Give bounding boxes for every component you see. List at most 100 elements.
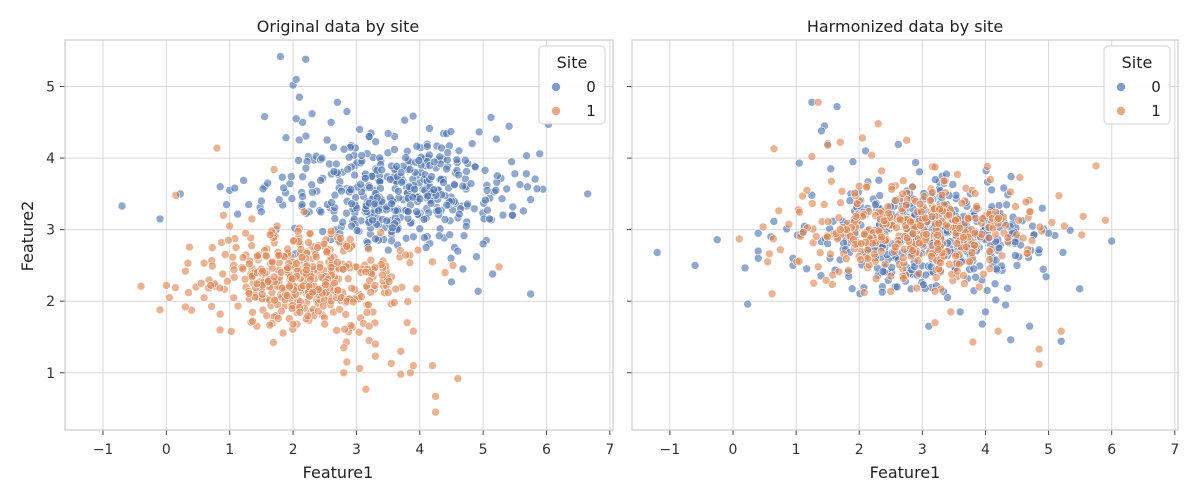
scatter-point-site-1 xyxy=(270,295,279,305)
scatter-point-site-1 xyxy=(342,242,352,251)
scatter-point-site-0 xyxy=(515,180,525,189)
y-tick-label: 4 xyxy=(46,151,55,167)
scatter-point-site-0 xyxy=(409,232,418,242)
scatter-point-site-0 xyxy=(955,307,965,317)
scatter-point-site-1 xyxy=(930,318,940,328)
scatter-point-site-0 xyxy=(257,207,266,216)
scatter-point-site-0 xyxy=(442,200,452,210)
legend: Site 0 1 xyxy=(1103,45,1171,125)
scatter-point-site-0 xyxy=(383,129,393,138)
scatter-point-site-1 xyxy=(868,239,877,248)
y-tick-label: 1 xyxy=(46,366,55,382)
x-tick-label: −1 xyxy=(93,442,114,458)
x-tick-label: 6 xyxy=(1107,442,1116,458)
scatter-point-site-0 xyxy=(414,156,424,165)
scatter-point-site-0 xyxy=(371,137,381,146)
scatter-point-site-1 xyxy=(440,268,450,277)
scatter-point-site-0 xyxy=(769,217,779,226)
scatter-point-site-1 xyxy=(957,198,967,208)
scatter-point-site-0 xyxy=(987,185,997,195)
scatter-point-site-1 xyxy=(248,307,257,317)
scatter-point-site-1 xyxy=(274,250,284,260)
scatter-point-site-0 xyxy=(530,174,540,184)
scatter-point-site-1 xyxy=(970,228,980,238)
legend-label-site-1: 1 xyxy=(586,102,596,120)
scatter-point-site-1 xyxy=(836,198,845,207)
scatter-point-site-1 xyxy=(285,281,294,291)
scatter-point-site-1 xyxy=(181,302,190,312)
scatter-point-site-1 xyxy=(898,253,908,263)
scatter-point-site-0 xyxy=(740,263,750,273)
legend-marker-site-1 xyxy=(551,106,561,116)
scatter-point-site-0 xyxy=(491,186,501,195)
scatter-point-site-1 xyxy=(247,214,257,224)
scatter-point-site-1 xyxy=(826,249,835,259)
scatter-point-site-1 xyxy=(765,249,774,259)
scatter-point-site-0 xyxy=(470,162,480,172)
scatter-point-site-1 xyxy=(835,225,845,234)
scatter-point-site-1 xyxy=(1077,230,1087,240)
scatter-point-site-1 xyxy=(886,287,896,296)
scatter-point-site-0 xyxy=(1025,321,1034,331)
scatter-point-site-0 xyxy=(423,191,432,201)
scatter-point-site-1 xyxy=(181,266,190,276)
scatter-point-site-1 xyxy=(850,188,860,198)
scatter-point-site-0 xyxy=(943,293,952,302)
scatter-point-site-1 xyxy=(269,338,278,347)
scatter-point-site-1 xyxy=(931,273,941,282)
legend-label-site-0: 0 xyxy=(1151,78,1161,96)
scatter-point-site-0 xyxy=(419,233,429,242)
scatter-point-site-1 xyxy=(282,291,292,301)
scatter-point-site-1 xyxy=(851,212,861,221)
scatter-point-site-0 xyxy=(294,156,303,165)
scatter-point-site-1 xyxy=(827,280,837,289)
scatter-point-site-0 xyxy=(364,132,374,141)
scatter-point-site-0 xyxy=(458,181,468,191)
scatter-point-site-1 xyxy=(376,228,386,237)
scatter-point-site-1 xyxy=(346,321,356,330)
scatter-point-site-0 xyxy=(301,131,311,141)
scatter-point-site-1 xyxy=(262,311,272,321)
scatter-point-site-0 xyxy=(481,195,490,205)
scatter-point-site-1 xyxy=(933,230,943,240)
scatter-point-site-1 xyxy=(289,236,298,245)
scatter-point-site-0 xyxy=(794,158,804,168)
scatter-point-site-1 xyxy=(994,214,1003,223)
scatter-point-site-0 xyxy=(355,125,364,134)
scatter-point-site-0 xyxy=(507,157,516,166)
scatter-point-site-1 xyxy=(402,318,412,328)
scatter-point-site-1 xyxy=(225,221,234,231)
scatter-point-site-0 xyxy=(1010,237,1020,247)
scatter-point-site-1 xyxy=(809,278,819,288)
scatter-point-site-1 xyxy=(396,369,406,379)
scatter-points xyxy=(652,98,1116,369)
scatter-point-site-1 xyxy=(802,186,812,195)
scatter-point-site-0 xyxy=(486,113,496,122)
legend-box xyxy=(538,45,606,125)
scatter-point-site-1 xyxy=(913,256,923,266)
scatter-point-site-0 xyxy=(1003,283,1012,293)
x-tick-label: 4 xyxy=(981,442,990,458)
scatter-point-site-1 xyxy=(912,283,922,293)
scatter-point-site-1 xyxy=(769,234,778,244)
scatter-point-site-0 xyxy=(508,202,518,212)
x-tick-label: 0 xyxy=(729,442,738,458)
scatter-point-site-0 xyxy=(445,230,455,239)
scatter-point-site-1 xyxy=(287,274,297,284)
scatter-point-site-0 xyxy=(382,216,392,225)
scatter-point-site-1 xyxy=(852,199,862,209)
scatter-point-site-1 xyxy=(993,326,1003,336)
scatter-point-site-0 xyxy=(878,267,888,276)
scatter-point-site-1 xyxy=(287,304,297,313)
scatter-point-site-1 xyxy=(136,281,146,291)
scatter-point-site-0 xyxy=(990,279,1000,289)
scatter-point-site-1 xyxy=(813,262,823,272)
scatter-point-site-0 xyxy=(429,157,439,167)
scatter-point-site-1 xyxy=(921,230,931,239)
scatter-point-site-1 xyxy=(898,189,907,199)
scatter-point-site-1 xyxy=(867,150,876,160)
scatter-point-site-1 xyxy=(794,256,804,266)
x-tick-label: −1 xyxy=(660,442,681,458)
x-tick-label: 3 xyxy=(352,442,361,458)
scatter-point-site-0 xyxy=(447,277,456,287)
